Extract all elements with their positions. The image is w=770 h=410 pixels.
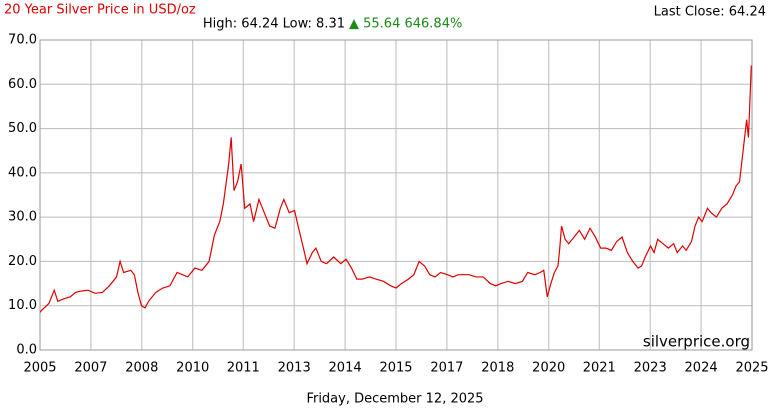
x-tick-label: 2024 <box>685 361 718 376</box>
x-tick-label: 2020 <box>532 361 565 376</box>
y-tick-label: 60.0 <box>8 77 37 92</box>
y-tick-label: 40.0 <box>8 165 37 180</box>
price-line <box>39 65 752 313</box>
y-tick-label: 10.0 <box>8 298 37 313</box>
watermark: silverprice.org <box>643 333 750 351</box>
x-tick-label: 2021 <box>583 361 616 376</box>
x-tick-label: 2013 <box>278 361 311 376</box>
plot-frame <box>39 39 753 351</box>
y-tick-label: 70.0 <box>8 33 37 48</box>
x-tick-label: 2023 <box>634 361 667 376</box>
y-tick-label: 50.0 <box>8 121 37 136</box>
y-tick-label: 30.0 <box>8 210 37 225</box>
x-tick-label: 2025 <box>735 361 768 376</box>
x-tick-label: 2008 <box>125 361 158 376</box>
y-tick-label: 20.0 <box>8 254 37 269</box>
chart-title: 20 Year Silver Price in USD/oz <box>4 3 196 18</box>
date-label: Friday, December 12, 2025 <box>306 392 483 407</box>
x-tick-label: 2005 <box>23 361 56 376</box>
x-tick-label: 2017 <box>430 361 463 376</box>
x-tick-label: 2011 <box>227 361 260 376</box>
x-tick-label: 2010 <box>176 361 209 376</box>
last-close: Last Close: 64.24 <box>654 5 766 20</box>
x-tick-label: 2007 <box>74 361 107 376</box>
x-tick-label: 2015 <box>379 361 412 376</box>
y-tick-label: 0.0 <box>16 343 37 358</box>
change-text: ▲ 55.64 646.84% <box>349 17 462 32</box>
x-tick-label: 2014 <box>329 361 362 376</box>
x-tick-label: 2018 <box>481 361 514 376</box>
range-text: High: 64.24 Low: 8.31 <box>203 17 345 32</box>
